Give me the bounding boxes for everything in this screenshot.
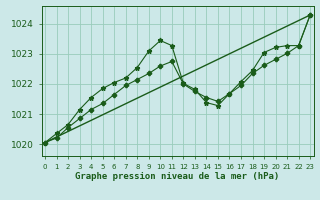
X-axis label: Graphe pression niveau de la mer (hPa): Graphe pression niveau de la mer (hPa) bbox=[76, 172, 280, 181]
